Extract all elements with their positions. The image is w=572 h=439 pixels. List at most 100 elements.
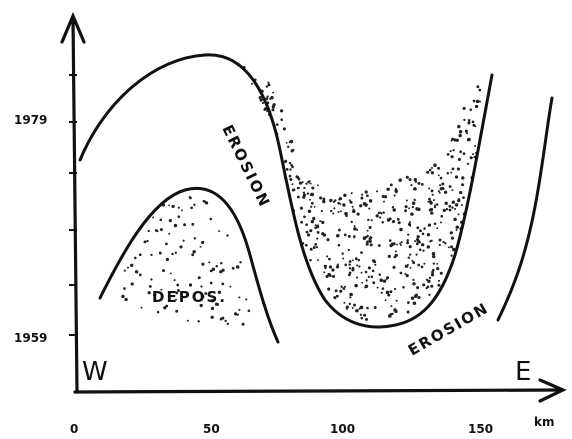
stipple-dot [339, 289, 343, 293]
stipple-dot [373, 306, 377, 309]
stipple-dot [188, 196, 192, 200]
stipple-dot [335, 265, 340, 269]
stipple-dot [471, 153, 475, 156]
stipple-dot [438, 191, 441, 194]
stipple-dot [357, 258, 361, 262]
erosion-label-upper: EROSION [218, 122, 274, 211]
stipple-dot [450, 254, 453, 257]
stipple-dot [134, 270, 139, 274]
stipple-dot [407, 256, 411, 259]
bar-boundary-1959 [98, 186, 280, 344]
stipple-dot [290, 149, 294, 153]
stipple-dot [368, 199, 373, 203]
stipple-dot [271, 108, 275, 112]
stipple-dot [405, 274, 409, 278]
stipple-dot [360, 251, 363, 254]
stipple-dot [387, 293, 391, 297]
stipple-dot [303, 186, 306, 190]
stipple-dot [267, 81, 270, 84]
stipple-dot [396, 243, 399, 246]
stipple-dot [143, 240, 147, 244]
stipple-dot [348, 267, 352, 270]
stipple-dot [367, 275, 370, 279]
stipple-dot [316, 259, 319, 262]
stipple-dot [408, 245, 412, 249]
stipple-dot [360, 316, 364, 320]
stipple-dot [451, 206, 454, 209]
stipple-dot [159, 228, 163, 232]
stipple-dot [177, 215, 181, 219]
stipple-dot [291, 183, 294, 186]
stipple-dot [441, 186, 445, 191]
stipple-dot [180, 209, 183, 212]
stipple-dot [130, 282, 134, 286]
stipple-dot [193, 203, 196, 206]
stipple-dot [218, 230, 221, 233]
stipple-dot [309, 258, 312, 262]
stipple-dot [410, 296, 415, 300]
stipple-dot [152, 216, 155, 219]
west-label: W [82, 357, 108, 387]
stipple-dot [351, 205, 354, 208]
stipple-dot [426, 245, 430, 249]
stipple-dot [444, 201, 448, 205]
stipple-dot [359, 204, 363, 208]
stipple-dot [324, 266, 327, 270]
stipple-dot [408, 178, 412, 181]
stipple-dot [408, 207, 410, 210]
stipple-dot [191, 222, 195, 226]
stipple-dot [134, 256, 137, 260]
stipple-dot [297, 177, 301, 181]
stipple-dot [408, 221, 411, 224]
stipple-dot [272, 91, 275, 94]
stipple-dot [349, 296, 352, 299]
stipple-dot [367, 266, 371, 270]
stipple-dot [448, 208, 452, 212]
stipple-dot [471, 120, 475, 124]
stipple-dot [447, 246, 450, 249]
stipple-dot [404, 272, 407, 275]
stipple-dot [124, 297, 128, 302]
stipple-dot [219, 270, 223, 274]
stipple-dot [358, 265, 361, 268]
stipple-dot [165, 257, 170, 262]
stipple-dot [173, 279, 176, 282]
stipple-dot [235, 265, 240, 269]
stipple-dot [312, 246, 316, 249]
stipple-dot [250, 82, 253, 85]
stipple-dot [366, 240, 369, 243]
stipple-dot [171, 252, 174, 256]
stipple-dot [380, 291, 383, 294]
stipple-dot [474, 125, 477, 128]
stipple-dot [393, 287, 397, 291]
stipple-dot [432, 262, 435, 265]
stipple-dot [335, 294, 339, 298]
stipple-dot [353, 225, 356, 228]
stipple-dot [432, 199, 435, 202]
stipple-dot [370, 275, 374, 279]
stipple-dot [450, 155, 454, 159]
stipple-dot [395, 299, 398, 302]
stipple-dot [200, 285, 203, 288]
stipple-dot [337, 201, 340, 205]
stipple-dot [417, 181, 421, 185]
stipple-dot [310, 205, 313, 208]
stipple-dot [156, 310, 160, 314]
stipple-dot [366, 306, 369, 310]
stipple-dot [389, 183, 393, 187]
stipple-dot [152, 293, 157, 298]
stipple-dot [461, 176, 465, 180]
deposition-label: DEPOS. [152, 288, 227, 306]
stipple-dot [387, 254, 391, 258]
stipple-dot [475, 99, 480, 104]
stipple-dot [330, 209, 333, 213]
stipple-dot [359, 305, 364, 310]
stipple-dot [146, 239, 149, 243]
stipple-dot [282, 127, 286, 131]
stipple-dot [450, 236, 455, 240]
stipple-dot [361, 281, 364, 284]
x-tick-label-100: 100 [330, 422, 355, 436]
stipple-dot [348, 271, 352, 275]
stipple-dot [456, 167, 460, 171]
stipple-dot [428, 187, 431, 190]
